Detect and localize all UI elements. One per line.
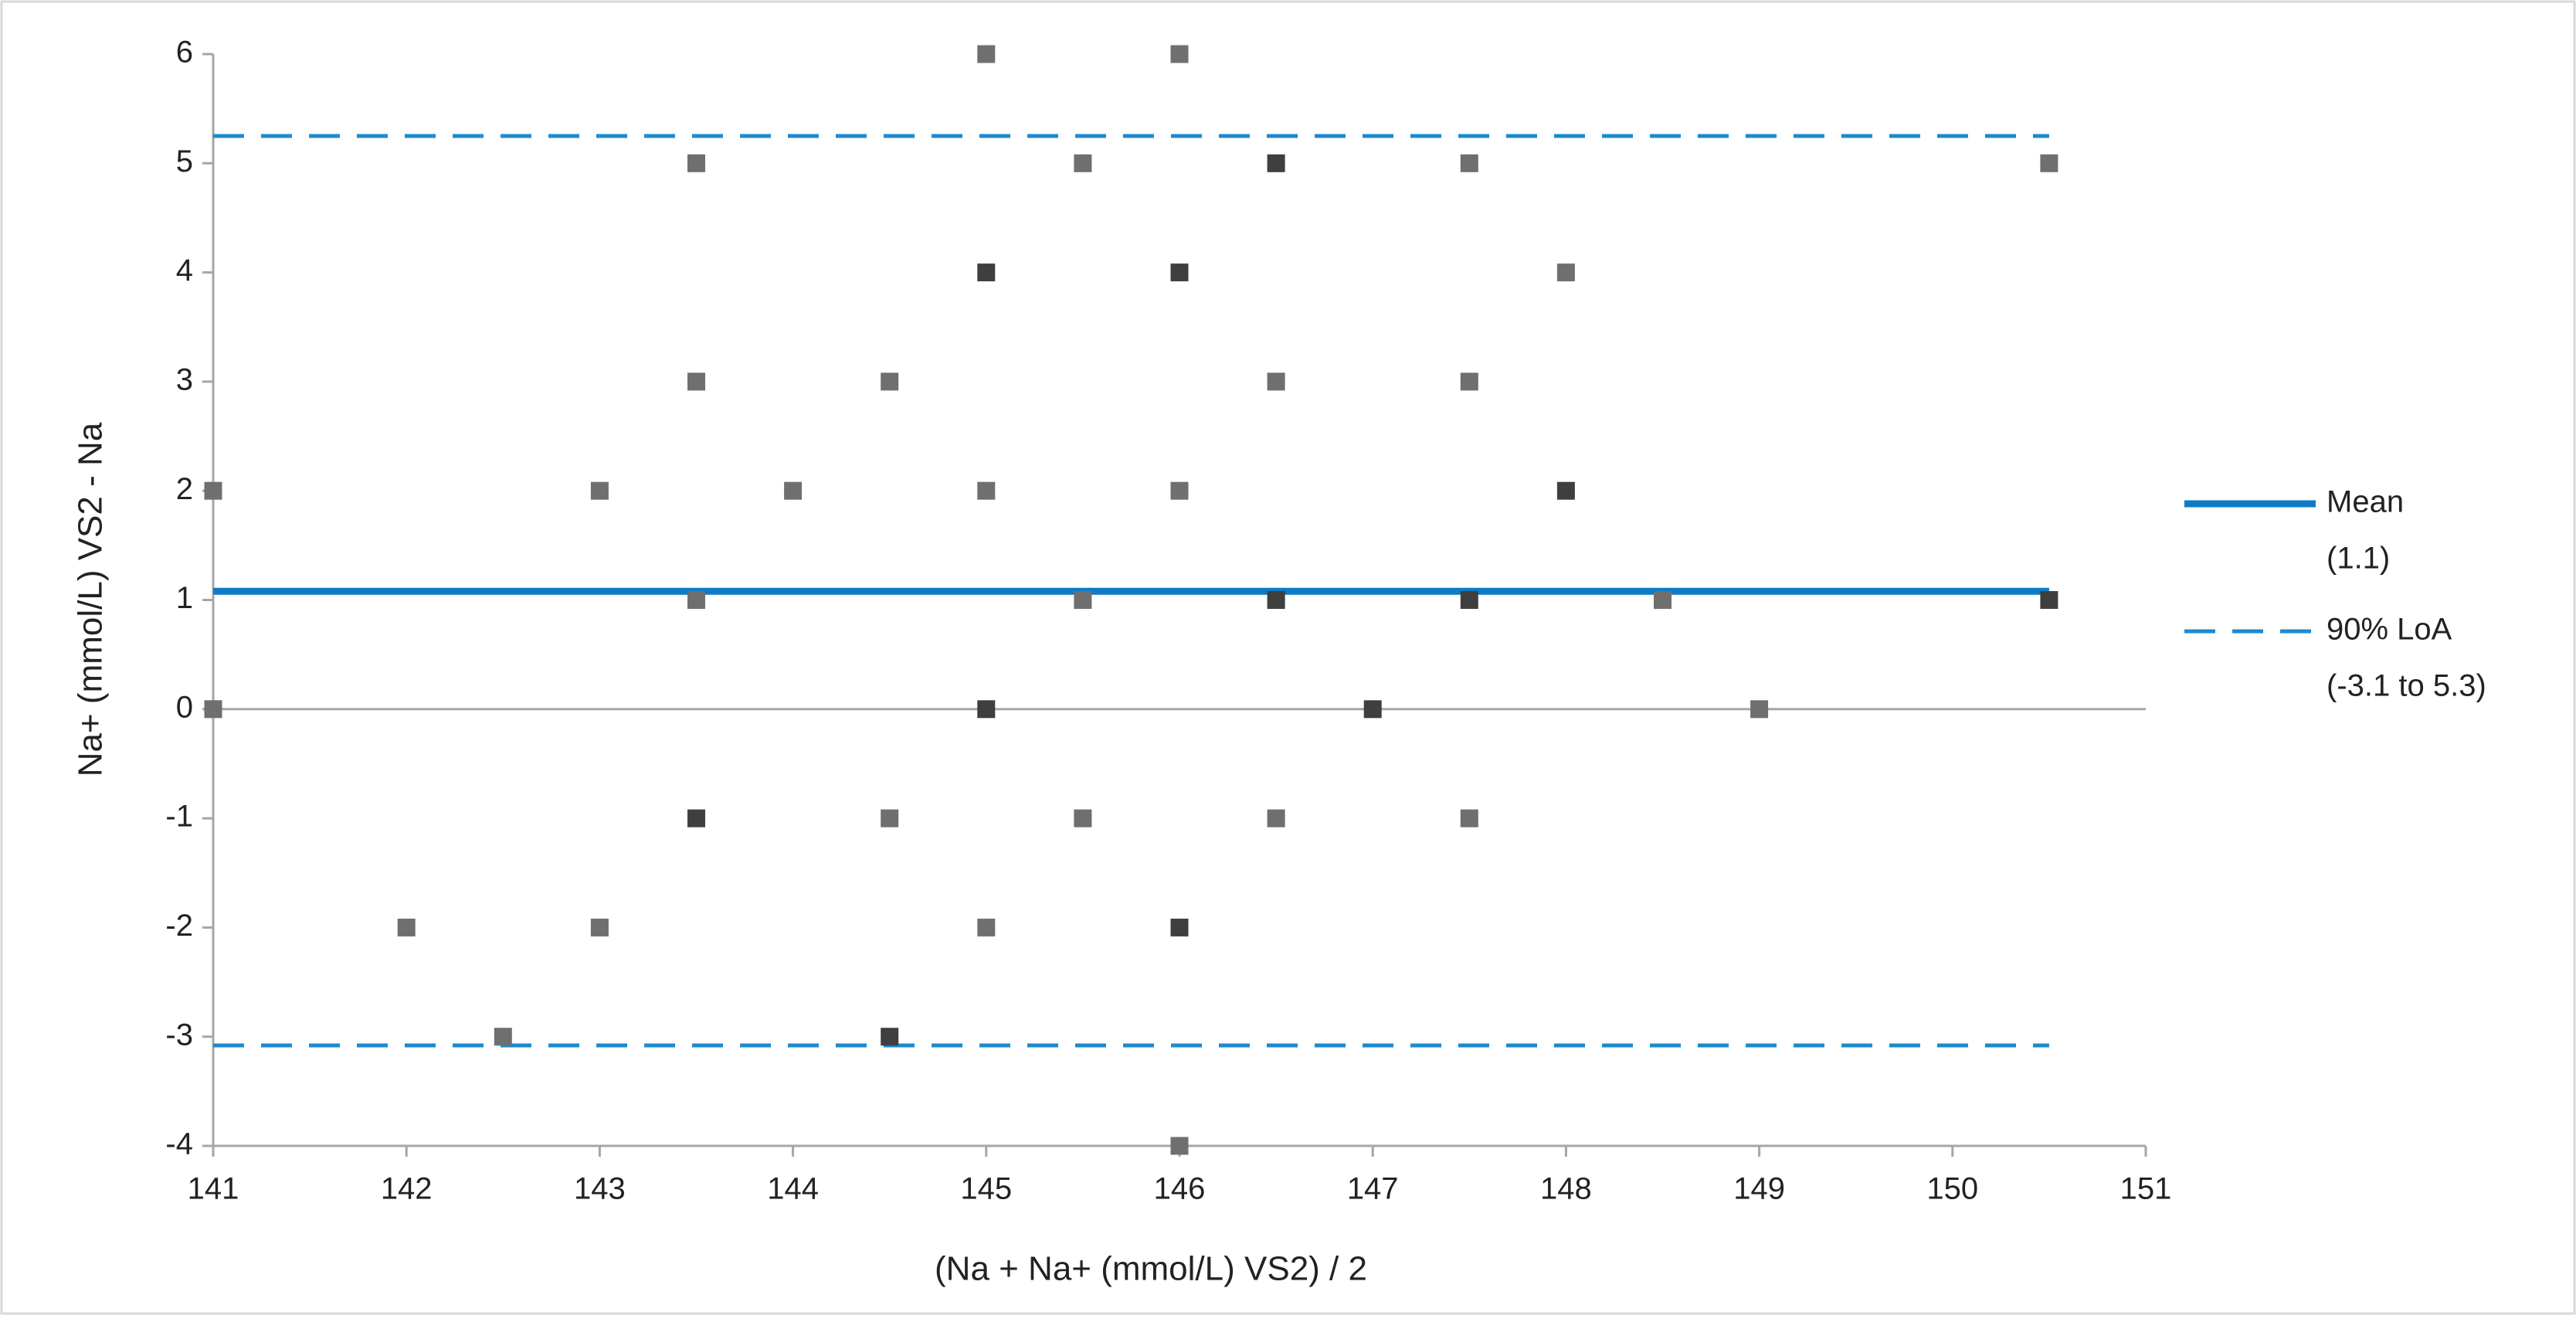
x-axis-label: (Na + Na+ (mmol/L) VS2) / 2 [935, 1250, 1367, 1288]
point [687, 372, 705, 391]
point [1170, 481, 1189, 500]
point [1074, 809, 1092, 828]
x-tick-label: 141 [188, 1172, 239, 1206]
point [2040, 591, 2058, 609]
point [977, 45, 996, 63]
point [881, 809, 899, 828]
point [494, 1028, 512, 1046]
x-tick-label: 142 [381, 1172, 433, 1206]
point [1556, 263, 1575, 282]
point [784, 481, 803, 500]
y-tick-label: -3 [165, 1018, 193, 1052]
legend-label: 90% LoA [2327, 613, 2452, 647]
x-tick-label: 143 [574, 1172, 626, 1206]
y-tick-label: 2 [176, 472, 193, 506]
point [1074, 591, 1092, 609]
point [204, 700, 222, 719]
point [977, 918, 996, 936]
y-tick-label: 0 [176, 690, 193, 724]
y-tick-label: 5 [176, 144, 193, 178]
point [1074, 154, 1092, 172]
x-tick-label: 144 [767, 1172, 819, 1206]
point [1750, 700, 1769, 719]
x-tick-label: 147 [1347, 1172, 1399, 1206]
y-tick-label: 6 [176, 36, 193, 70]
point [590, 481, 609, 500]
legend-label: Mean [2327, 485, 2404, 519]
point [977, 481, 996, 500]
y-tick-label: 3 [176, 362, 193, 396]
point [1267, 372, 1285, 391]
y-tick-label: -2 [165, 909, 193, 943]
legend-sublabel: (-3.1 to 5.3) [2327, 669, 2486, 703]
point [1170, 1137, 1189, 1155]
y-tick-label: -1 [165, 800, 193, 834]
point [1460, 372, 1478, 391]
y-axis-label: Na+ (mmol/L) VS2 - Na [72, 422, 110, 777]
point [1460, 154, 1478, 172]
x-tick-label: 146 [1154, 1172, 1206, 1206]
x-tick-label: 151 [2120, 1172, 2172, 1206]
x-tick-label: 148 [1540, 1172, 1592, 1206]
y-tick-label: 4 [176, 253, 193, 287]
point [687, 154, 705, 172]
point [1170, 918, 1189, 936]
point [1267, 809, 1285, 828]
legend-sublabel: (1.1) [2327, 542, 2390, 576]
point [1556, 481, 1575, 500]
x-tick-label: 150 [1926, 1172, 1978, 1206]
point [204, 481, 222, 500]
point [1267, 591, 1285, 609]
point [977, 700, 996, 719]
point [687, 591, 705, 609]
point [590, 918, 609, 936]
point [2040, 154, 2058, 172]
point [977, 263, 996, 282]
point [1654, 591, 1672, 609]
point [397, 918, 416, 936]
point [1460, 591, 1478, 609]
y-tick-label: 1 [176, 581, 193, 615]
point [687, 809, 705, 828]
point [881, 372, 899, 391]
x-tick-label: 145 [960, 1172, 1012, 1206]
point [1363, 700, 1382, 719]
point [1170, 45, 1189, 63]
point [1460, 809, 1478, 828]
y-tick-label: -4 [165, 1127, 193, 1161]
point [1170, 263, 1189, 282]
x-tick-label: 149 [1733, 1172, 1785, 1206]
point [881, 1028, 899, 1046]
point [1267, 154, 1285, 172]
